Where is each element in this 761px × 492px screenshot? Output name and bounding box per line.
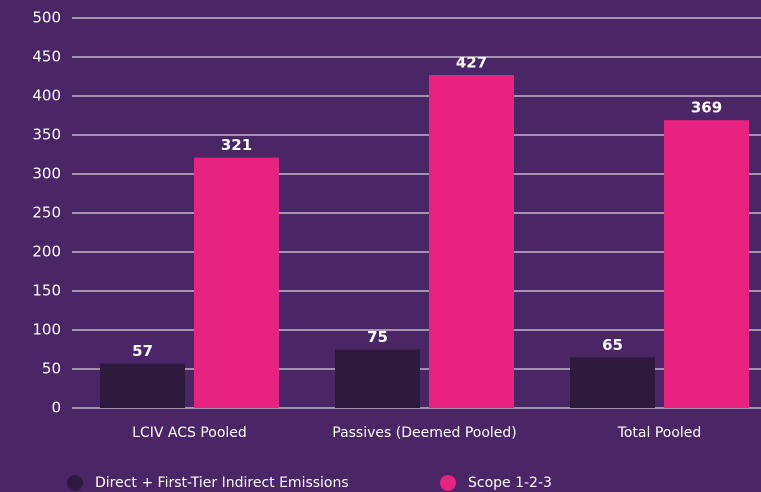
y-tick-label: 50 xyxy=(42,360,61,378)
legend-marker xyxy=(440,475,456,491)
bar xyxy=(335,349,420,408)
legend-label: Scope 1-2-3 xyxy=(468,475,552,491)
y-tick-label: 250 xyxy=(32,204,61,222)
legend-marker xyxy=(67,475,83,491)
y-tick-label: 0 xyxy=(51,399,61,417)
value-label: 57 xyxy=(132,342,153,360)
x-tick-label: Passives (Deemed Pooled) xyxy=(332,425,517,441)
y-tick-label: 150 xyxy=(32,282,61,300)
bar xyxy=(429,74,514,408)
legend-label: Direct + First-Tier Indirect Emissions xyxy=(95,475,349,491)
y-tick-label: 300 xyxy=(32,165,61,183)
x-tick-label: Total Pooled xyxy=(617,425,702,441)
bar xyxy=(570,357,655,408)
x-tick-label: LCIV ACS Pooled xyxy=(132,425,247,441)
value-label: 65 xyxy=(602,336,623,354)
bar xyxy=(664,120,749,409)
value-label: 427 xyxy=(456,53,487,71)
bar xyxy=(194,157,279,408)
y-tick-label: 100 xyxy=(32,321,61,339)
y-tick-label: 400 xyxy=(32,87,61,105)
value-label: 75 xyxy=(367,328,388,346)
value-label: 369 xyxy=(691,99,722,117)
y-tick-label: 450 xyxy=(32,48,61,66)
bar xyxy=(100,363,185,408)
y-tick-label: 500 xyxy=(32,9,61,27)
value-label: 321 xyxy=(221,136,252,154)
y-tick-label: 350 xyxy=(32,126,61,144)
y-tick-label: 200 xyxy=(32,243,61,261)
